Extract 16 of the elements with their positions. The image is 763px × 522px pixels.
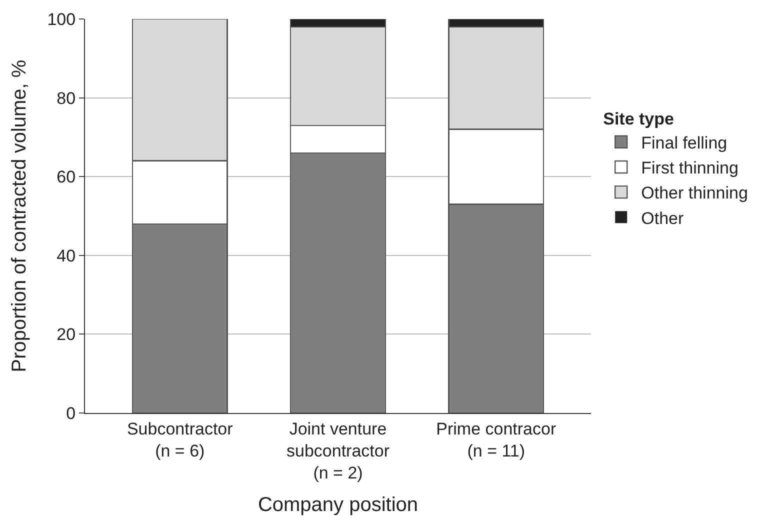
- y-tick-label: 100: [47, 10, 76, 29]
- x-tick-label: Prime contracor (n = 11): [436, 419, 556, 460]
- y-tick-label: 0: [66, 404, 76, 423]
- y-tick-label: 20: [56, 325, 76, 344]
- x-tick-label: Subcontractor (n = 6): [126, 419, 234, 460]
- x-tick-label: Joint venture subcontractor (n = 2): [286, 419, 390, 483]
- x-axis-title: Company position: [258, 494, 418, 516]
- legend-label: First thinning: [641, 158, 738, 178]
- legend-label: Final felling: [641, 134, 728, 152]
- y-tick-label: 60: [56, 168, 76, 187]
- legend-title: Site type: [603, 109, 674, 128]
- y-axis-title: Proportion of contracted volume, %: [8, 60, 31, 372]
- legend-label: Other: [641, 208, 684, 228]
- y-tick-label: 40: [56, 246, 76, 266]
- legend-label: Other thinning: [641, 184, 748, 203]
- y-tick-label: 80: [56, 88, 76, 108]
